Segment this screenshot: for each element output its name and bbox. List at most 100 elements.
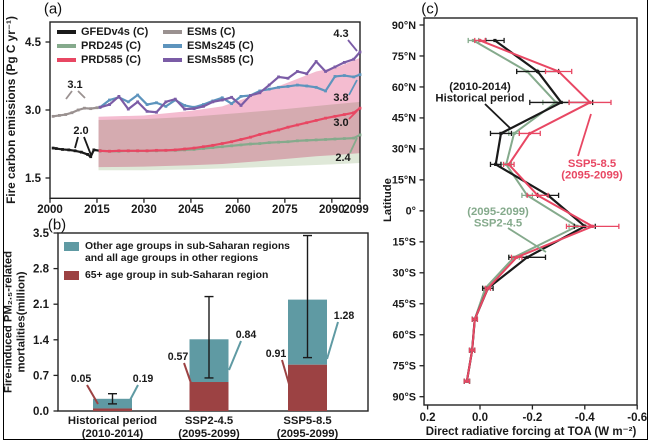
series-marker — [535, 193, 540, 198]
panel-a-x-tick-label: 2075 — [272, 204, 298, 216]
panel-c-y-tick-label: 90°N — [392, 20, 416, 32]
series-marker — [83, 106, 86, 110]
series-marker — [277, 140, 280, 144]
series-marker — [73, 149, 77, 153]
series-marker — [192, 146, 196, 150]
series-marker — [277, 128, 280, 132]
series-marker — [277, 85, 280, 89]
annotation-leader — [577, 113, 592, 157]
annotation-leader — [348, 110, 358, 120]
series-marker — [211, 100, 215, 104]
figure-border-bottom — [2, 438, 648, 440]
series-marker — [494, 162, 498, 166]
series-marker — [145, 149, 149, 153]
panel-a-y-tick-label: 4.5 — [25, 37, 42, 49]
legend-item: 65+ age group in sub-Saharan region — [64, 270, 290, 282]
series-marker — [230, 102, 234, 106]
annotation-leader — [507, 227, 547, 253]
series-marker — [286, 140, 290, 144]
series-marker — [258, 89, 262, 93]
series-marker — [211, 146, 215, 150]
figure-border-left — [2, 0, 4, 440]
panel-a-x-tick-label: 2060 — [225, 204, 251, 216]
series-marker — [51, 114, 55, 118]
series-line-GFEDv4sC — [52, 146, 101, 158]
series-marker — [136, 149, 140, 153]
series-line-SSP5-8.52095-2099 — [465, 39, 594, 382]
series-marker — [155, 148, 158, 152]
legend-label: GFEDv4s (C) — [81, 26, 149, 38]
panel-b-value-label: 0.84 — [236, 329, 257, 341]
panel-a-annotation: 3.8 — [333, 92, 348, 104]
panel-c-x-tick-label: 0.2 — [420, 412, 436, 424]
panel-b-y-axis-title-line2: mortalities(million) — [15, 271, 27, 373]
series-marker — [126, 149, 130, 153]
panel-b-y-axis-title: Fire-induced PM₂.₅-related mortalities(m… — [2, 251, 27, 393]
panel-b-y-tick-label: 0.7 — [33, 370, 49, 382]
panel-b-category-label: SSP5-8.5 — [283, 415, 331, 427]
series-marker — [314, 60, 318, 63]
series-marker — [314, 138, 318, 142]
panel-b-legend: Other age groups in sub-Saharan regions a… — [64, 241, 290, 288]
annotation-leader — [228, 340, 242, 371]
panel-c-y-tick-label: 60°S — [392, 330, 416, 342]
series-marker — [230, 95, 234, 99]
series-marker — [258, 142, 262, 145]
annotation-leader — [128, 384, 139, 403]
series-marker — [277, 75, 280, 79]
series-marker — [286, 125, 290, 129]
panel-c-annotation: Historical period — [435, 93, 524, 105]
series-marker — [324, 138, 327, 141]
panel-b-category-label: SSP2-4.5 — [185, 415, 233, 427]
panel-a-annotation: 4.3 — [333, 28, 348, 40]
panel-a-x-tick-label: 2015 — [84, 204, 110, 216]
panel-c-y-tick-label: 0° — [406, 206, 416, 218]
series-marker — [211, 143, 215, 147]
series-marker — [536, 69, 540, 74]
series-marker — [295, 139, 299, 143]
series-marker — [249, 135, 252, 139]
panel-c-y-tick-label: 15°S — [392, 237, 416, 249]
series-marker — [352, 57, 356, 61]
panel-b-category-label: (2095-2099) — [178, 428, 240, 440]
band-PRD245-range — [98, 101, 361, 171]
panel-c-y-tick-label: 75°S — [392, 361, 416, 373]
series-marker — [155, 101, 158, 105]
series-marker — [51, 146, 55, 150]
panel-c-label: (c) — [421, 0, 439, 18]
series-marker — [267, 87, 271, 91]
panel-a-x-tick-label: 2030 — [131, 204, 157, 216]
series-marker — [239, 104, 243, 107]
legend-label: Other age groups in sub-Saharan regions a… — [85, 241, 290, 264]
legend-item: GFEDv4s (C) — [57, 26, 161, 38]
series-marker — [352, 75, 356, 79]
series-marker — [61, 148, 64, 151]
series-marker — [342, 61, 346, 64]
annotation-leader — [65, 90, 73, 100]
series-marker — [333, 137, 337, 141]
series-marker — [164, 100, 168, 104]
series-marker — [295, 83, 299, 87]
panel-a-legend: GFEDv4s (C) ESMs (C) PRD245 (C) ESMs245 (C)… — [57, 26, 254, 66]
series-marker — [202, 104, 205, 108]
series-marker — [108, 149, 111, 153]
legend-label: 65+ age group in sub-Saharan region — [85, 270, 268, 282]
panel-a-y-tick-label: 3.0 — [25, 105, 41, 117]
series-marker — [342, 137, 346, 140]
bar-65plus-age-group — [189, 382, 229, 411]
annotation-leader — [83, 136, 92, 156]
series-marker — [493, 38, 497, 43]
legend-swatch — [64, 271, 79, 281]
panel-b-label: (b) — [47, 216, 67, 234]
series-marker — [286, 76, 290, 80]
series-marker — [333, 65, 337, 69]
panel-a-annotation: 2.4 — [335, 152, 351, 164]
series-marker — [183, 107, 187, 111]
series-marker — [249, 142, 252, 146]
series-marker — [202, 103, 205, 106]
series-marker — [342, 113, 346, 116]
panel-b-category-label: (2010-2014) — [82, 428, 144, 440]
series-marker — [333, 114, 337, 118]
series-marker — [473, 317, 477, 321]
